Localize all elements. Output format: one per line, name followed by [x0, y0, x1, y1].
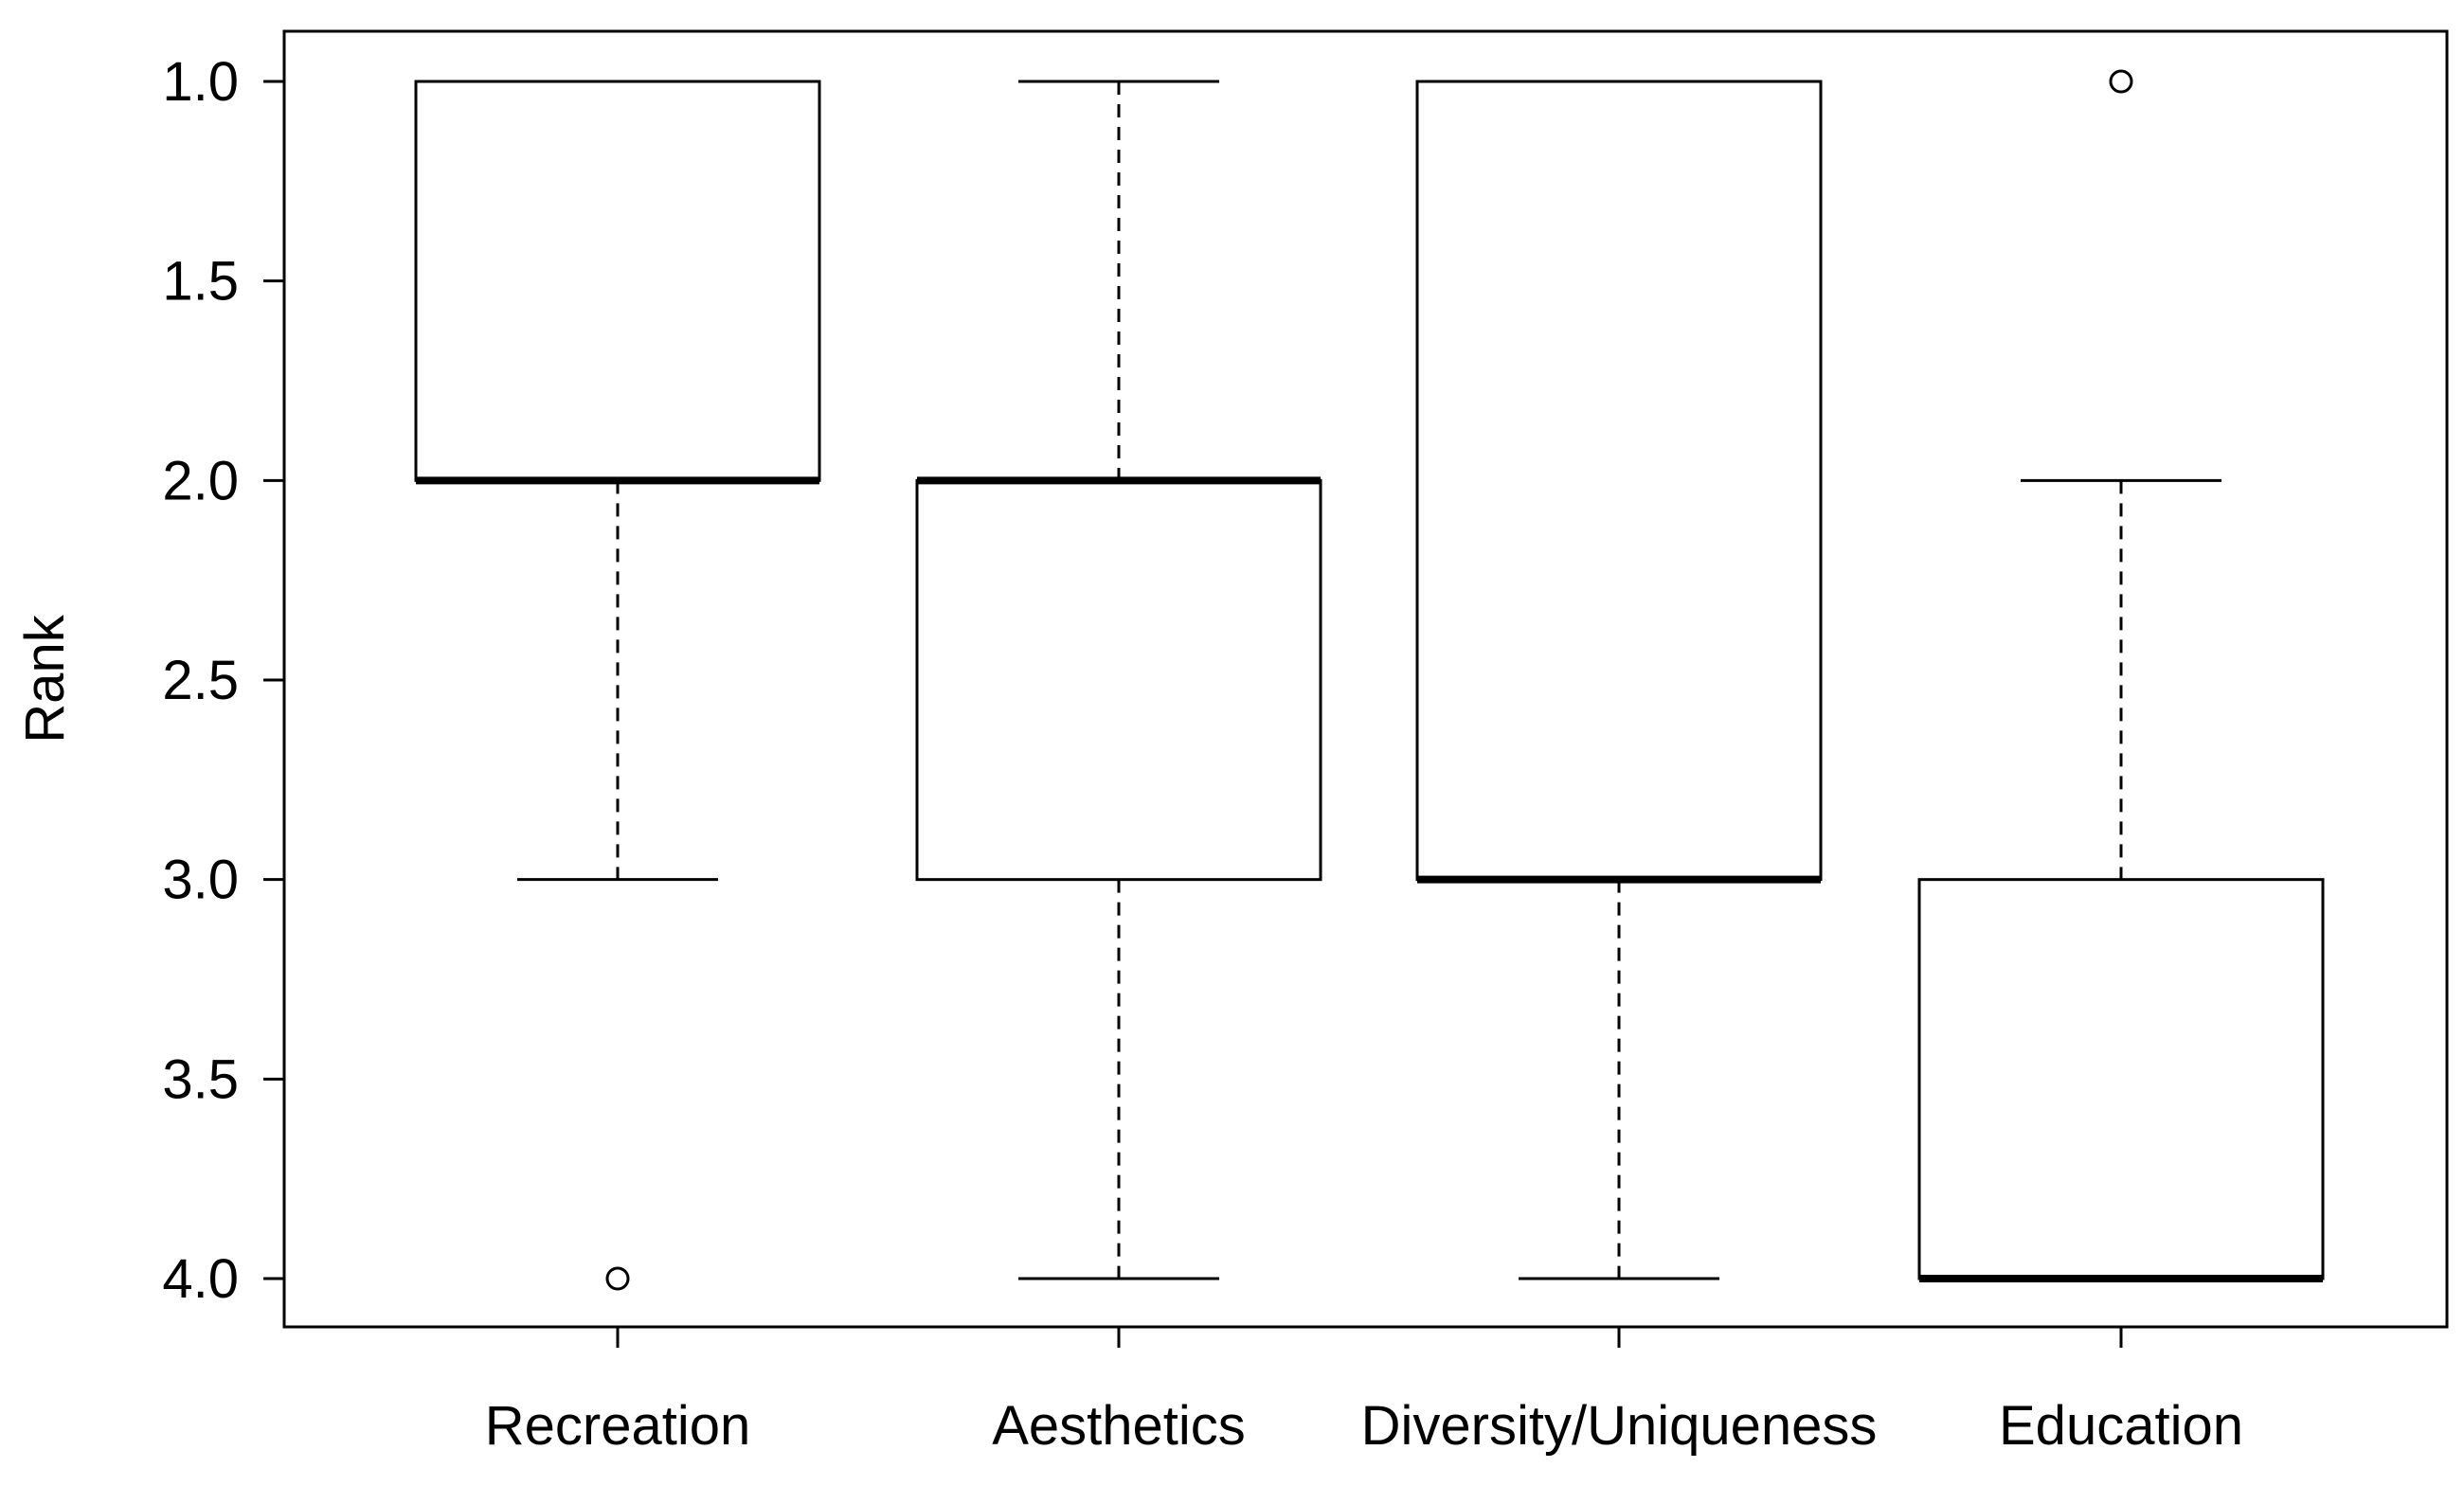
x-tick-label: Education: [1999, 1395, 2243, 1457]
boxes: [414, 69, 2325, 1291]
x-tick-label: Aesthetics: [992, 1395, 1246, 1457]
box-recreation: [414, 80, 821, 1291]
box-rect: [1415, 80, 1823, 882]
y-axis: 1.0 1.5 2.0 2.5 3.0 3.5 4.0: [162, 51, 284, 1310]
y-tick-label: 4.0: [162, 1248, 239, 1310]
box-rect: [1917, 878, 2325, 1280]
y-tick-label: 3.0: [162, 850, 239, 911]
box-education: [1917, 69, 2325, 1282]
box-rect: [915, 478, 1322, 882]
x-tick-label: Diversity/Uniqueness: [1361, 1395, 1878, 1457]
y-tick-label: 1.0: [162, 51, 239, 113]
x-axis: Recreation Aesthetics Diversity/Uniqueness…: [485, 1327, 2243, 1457]
outlier-point: [2109, 69, 2133, 94]
y-tick-label: 3.5: [162, 1048, 239, 1110]
y-tick-label: 2.0: [162, 450, 239, 511]
x-tick-label: Recreation: [485, 1395, 750, 1457]
y-axis-label: Rank: [14, 614, 76, 743]
box-diversity-uniqueness: [1415, 80, 1823, 1280]
box-rect: [414, 80, 821, 482]
y-tick-label: 1.5: [162, 251, 239, 313]
box-aesthetics: [915, 80, 1322, 1280]
outlier-point: [605, 1266, 630, 1291]
y-tick-label: 2.5: [162, 650, 239, 711]
